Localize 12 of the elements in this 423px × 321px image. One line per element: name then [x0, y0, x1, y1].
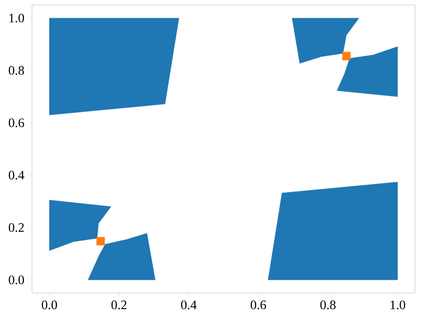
y-tick-label: 0.6 [8, 118, 24, 128]
y-tick-label: 0.8 [8, 66, 24, 75]
x-tick-label: 0.4 [181, 300, 197, 310]
y-tick-label: 0.4 [8, 170, 24, 180]
y-tick-label: 0.0 [8, 276, 24, 284]
x-tick-label: 0.2 [111, 300, 126, 310]
y-tick-label: 1.0 [9, 14, 24, 22]
x-tick-label: 0.0 [42, 300, 58, 310]
x-tick-label: 0.8 [320, 300, 336, 310]
y-tick-label: 0.2 [8, 223, 24, 232]
x-tick-label: 0.6 [250, 300, 266, 310]
x-tick-label: 1.0 [390, 300, 406, 310]
